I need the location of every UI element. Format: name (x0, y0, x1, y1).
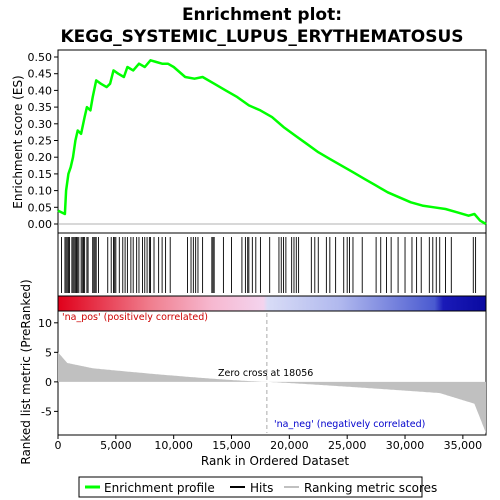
x-tick-label: 30,000 (386, 439, 425, 452)
es-y-tick-label: 0.30 (28, 118, 53, 131)
chart-title: Enrichment plot: (182, 5, 342, 25)
x-tick-label: 25,000 (328, 439, 367, 452)
x-tick-label: 20,000 (270, 439, 309, 452)
metric-y-tick-label: -5 (41, 405, 52, 418)
zero-cross-label: Zero cross at 18056 (218, 368, 313, 379)
es-y-axis: 0.00 0.05 0.10 0.15 0.20 0.25 0.30 0.35 0.40 0.45… (28, 51, 58, 231)
es-y-label: Enrichment score (ES) (11, 75, 25, 208)
x-tick-label: 35,000 (444, 439, 483, 452)
x-axis-label: Rank in Ordered Dataset (201, 454, 349, 468)
chart-subtitle: KEGG_SYSTEMIC_LUPUS_ERYTHEMATOSUS (60, 27, 463, 47)
metric-y-axis: 10 5 0 -5 (38, 317, 58, 418)
x-tick-label: 10,000 (154, 439, 193, 452)
es-y-tick-label: 0.45 (28, 68, 53, 81)
x-tick-label: 0 (55, 439, 62, 452)
es-y-tick-label: 0.20 (28, 151, 53, 164)
hits-markers (61, 237, 477, 293)
legend-enrichment-label: Enrichment profile (104, 481, 215, 495)
metric-y-tick-label: 10 (38, 317, 52, 330)
legend-metric-label: Ranking metric scores (304, 481, 437, 495)
metric-y-tick-label: 0 (45, 376, 52, 389)
x-tick-label: 15,000 (212, 439, 251, 452)
es-y-tick-label: 0.05 (28, 201, 53, 214)
es-y-tick-label: 0.00 (28, 218, 53, 231)
es-y-tick-label: 0.25 (28, 135, 53, 148)
rank-color-bar (57, 295, 487, 312)
x-axis: 0 5,000 10,000 15,000 20,000 25,000 30,000 35,0… (55, 435, 483, 452)
neg-label: 'na_neg' (negatively correlated) (274, 419, 425, 430)
metric-y-label: Ranked list metric (PreRanked) (19, 279, 33, 464)
es-profile-line (57, 59, 487, 226)
es-y-tick-label: 0.15 (28, 168, 53, 181)
x-tick-label: 5,000 (100, 439, 132, 452)
es-y-tick-label: 0.35 (28, 101, 53, 114)
legend-box (78, 476, 423, 498)
es-y-tick-label: 0.40 (28, 84, 53, 97)
pos-label: 'na_pos' (positively correlated) (62, 312, 208, 323)
es-y-tick-label: 0.10 (28, 185, 53, 198)
es-y-tick-label: 0.50 (28, 51, 53, 64)
legend-hits-label: Hits (250, 481, 273, 495)
hits-panel (57, 232, 487, 297)
metric-y-tick-label: 5 (45, 346, 52, 359)
